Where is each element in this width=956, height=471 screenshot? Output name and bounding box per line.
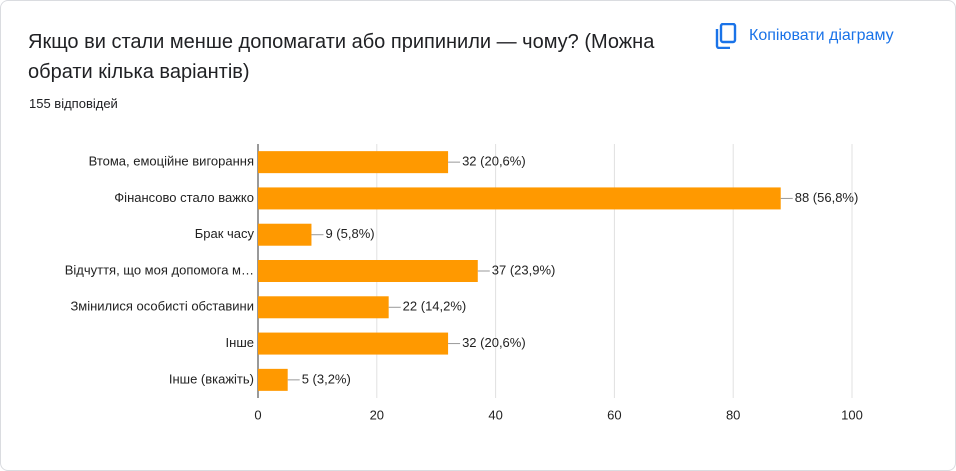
copy-chart-label[interactable]: Копіювати діаграму bbox=[749, 27, 894, 44]
x-tick-label: 20 bbox=[370, 407, 384, 422]
value-label: 37 (23,9%) bbox=[492, 262, 556, 277]
copy-chart-button[interactable]: Копіювати діаграму bbox=[715, 23, 894, 49]
y-tick-label: Втома, емоційне вигорання bbox=[89, 154, 254, 169]
y-tick-label: Інше (вкажіть) bbox=[169, 371, 254, 386]
y-tick-label: Інше bbox=[226, 335, 254, 350]
value-label: 5 (3,2%) bbox=[302, 371, 351, 386]
bar bbox=[258, 260, 478, 282]
x-tick-label: 80 bbox=[726, 407, 740, 422]
value-label: 22 (14,2%) bbox=[403, 299, 467, 314]
x-tick-label: 0 bbox=[254, 407, 261, 422]
bar bbox=[258, 332, 449, 355]
bar bbox=[258, 151, 449, 174]
bar bbox=[258, 296, 389, 319]
y-tick-label: Відчуття, що моя допомога м… bbox=[65, 262, 254, 277]
bar bbox=[258, 223, 312, 246]
y-tick-label: Змінилися особисті обставини bbox=[70, 299, 254, 314]
bar bbox=[258, 368, 288, 391]
y-tick-label: Брак часу bbox=[195, 226, 255, 241]
value-label: 32 (20,6%) bbox=[462, 335, 526, 350]
bar bbox=[258, 187, 781, 210]
copy-icon bbox=[715, 23, 737, 49]
value-label: 32 (20,6%) bbox=[462, 154, 526, 169]
chart-title: Якщо ви стали менше допомагати або припи… bbox=[28, 31, 655, 83]
y-tick-label: Фінансово стало важко bbox=[114, 190, 254, 205]
value-label: 9 (5,8%) bbox=[325, 226, 374, 241]
response-count: 155 відповідей bbox=[29, 96, 118, 111]
x-tick-label: 100 bbox=[841, 407, 863, 422]
value-label: 88 (56,8%) bbox=[795, 190, 859, 205]
x-tick-label: 40 bbox=[488, 407, 502, 422]
x-tick-label: 60 bbox=[607, 407, 621, 422]
